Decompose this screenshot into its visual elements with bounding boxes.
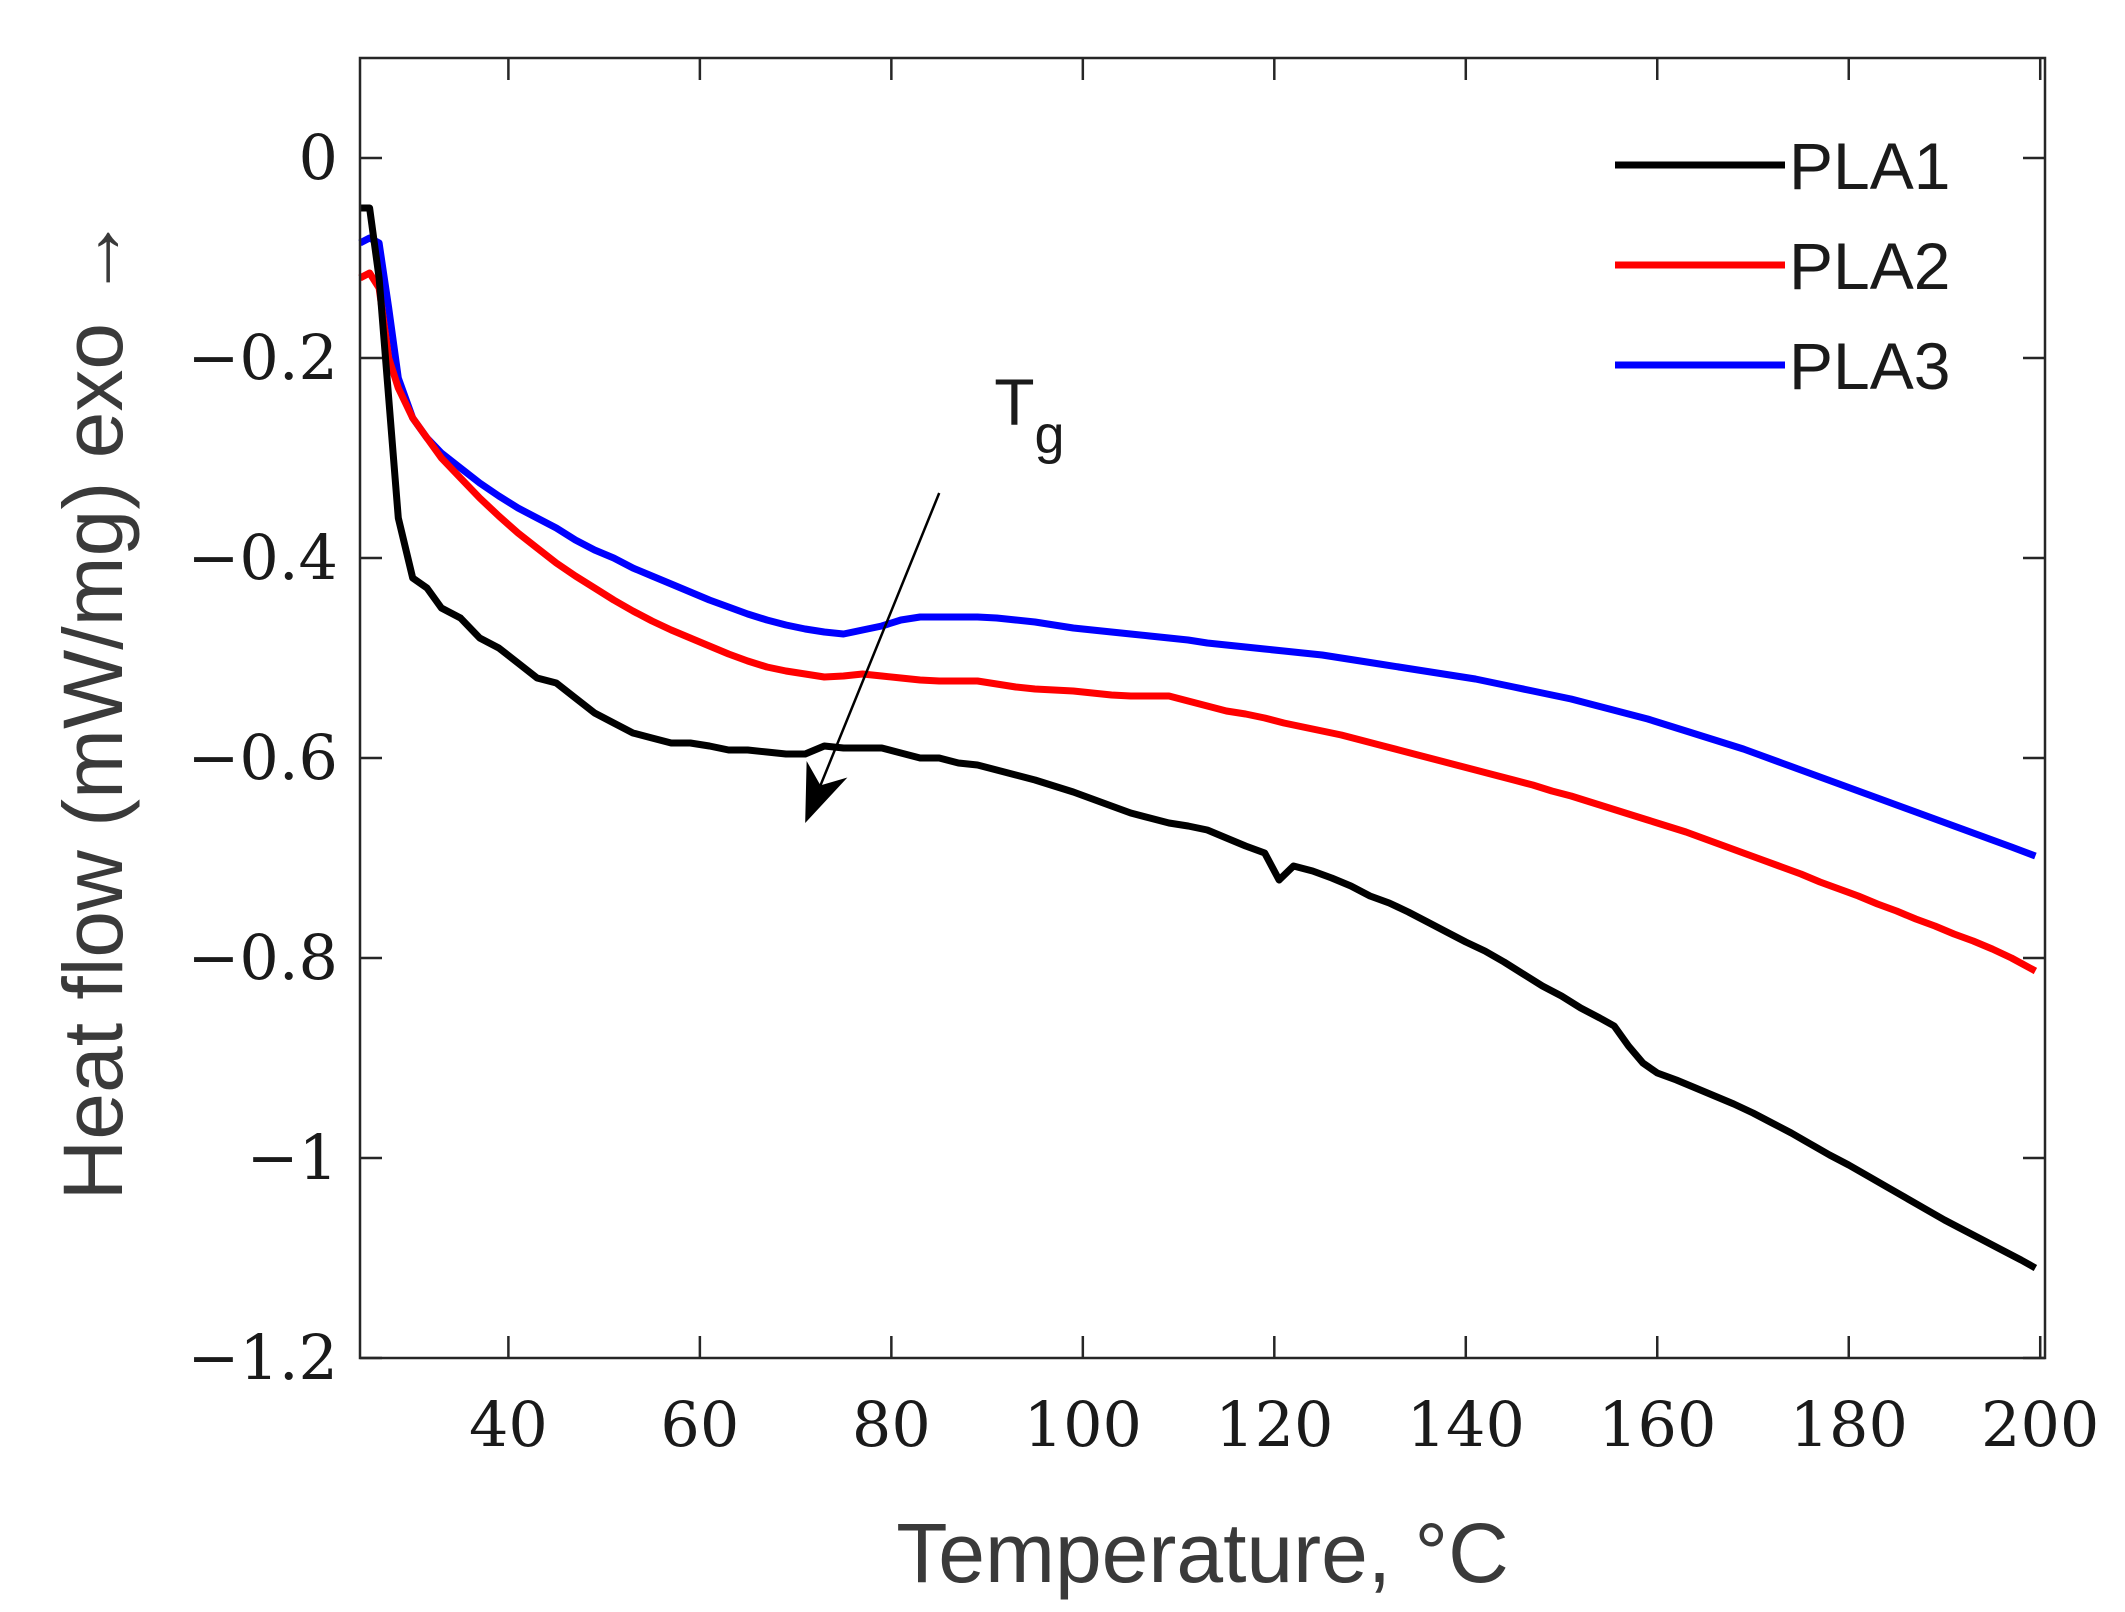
tg-annotation: Tg xyxy=(805,365,1065,823)
y-tick-label: −1 xyxy=(247,1121,338,1194)
x-tick-label: 160 xyxy=(1598,1388,1716,1461)
x-tick-label: 200 xyxy=(1981,1388,2099,1461)
series-line-pla3 xyxy=(358,234,2037,860)
x-tick-label: 140 xyxy=(1407,1388,1525,1461)
y-tick-label: −0.2 xyxy=(187,321,338,394)
y-tick-label: −0.8 xyxy=(187,921,338,994)
x-axis-title: Temperature, °C xyxy=(896,1506,1509,1600)
plot-frame xyxy=(358,56,2047,1360)
x-tick-label: 100 xyxy=(1024,1388,1142,1461)
tg-label-main: T xyxy=(994,365,1034,439)
legend-label-pla2: PLA2 xyxy=(1789,229,1950,303)
legend: PLA1 PLA2 PLA3 xyxy=(1615,129,1950,403)
y-tick-label: −0.4 xyxy=(187,521,338,594)
y-axis-title: Heat flow (mW/mg) exo → xyxy=(46,216,140,1201)
tg-arrowhead xyxy=(805,760,848,823)
legend-label-pla1: PLA1 xyxy=(1789,129,1950,203)
tg-label: Tg xyxy=(994,365,1064,465)
legend-label-pla3: PLA3 xyxy=(1789,329,1950,403)
series-layer xyxy=(358,204,2038,1272)
x-tick-label: 180 xyxy=(1790,1388,1908,1461)
x-tick-label: 120 xyxy=(1215,1388,1333,1461)
y-tick-label: −1.2 xyxy=(187,1321,338,1394)
labels-layer: 40 60 80 100 120 140 160 180 200 0 −0.2 −0.4 −0.6 −0.… xyxy=(187,121,2099,1461)
ticks-layer xyxy=(360,58,2045,1360)
y-tick-label: −0.6 xyxy=(187,721,338,794)
y-tick-label: 0 xyxy=(299,121,338,194)
tg-arrow xyxy=(819,492,941,787)
tg-label-subscript: g xyxy=(1035,405,1065,465)
series-line-pla1 xyxy=(360,204,2038,1272)
series-line-pla2 xyxy=(358,269,2038,975)
x-tick-label: 40 xyxy=(469,1388,548,1461)
x-tick-label: 60 xyxy=(660,1388,739,1461)
x-tick-label: 80 xyxy=(852,1388,931,1461)
